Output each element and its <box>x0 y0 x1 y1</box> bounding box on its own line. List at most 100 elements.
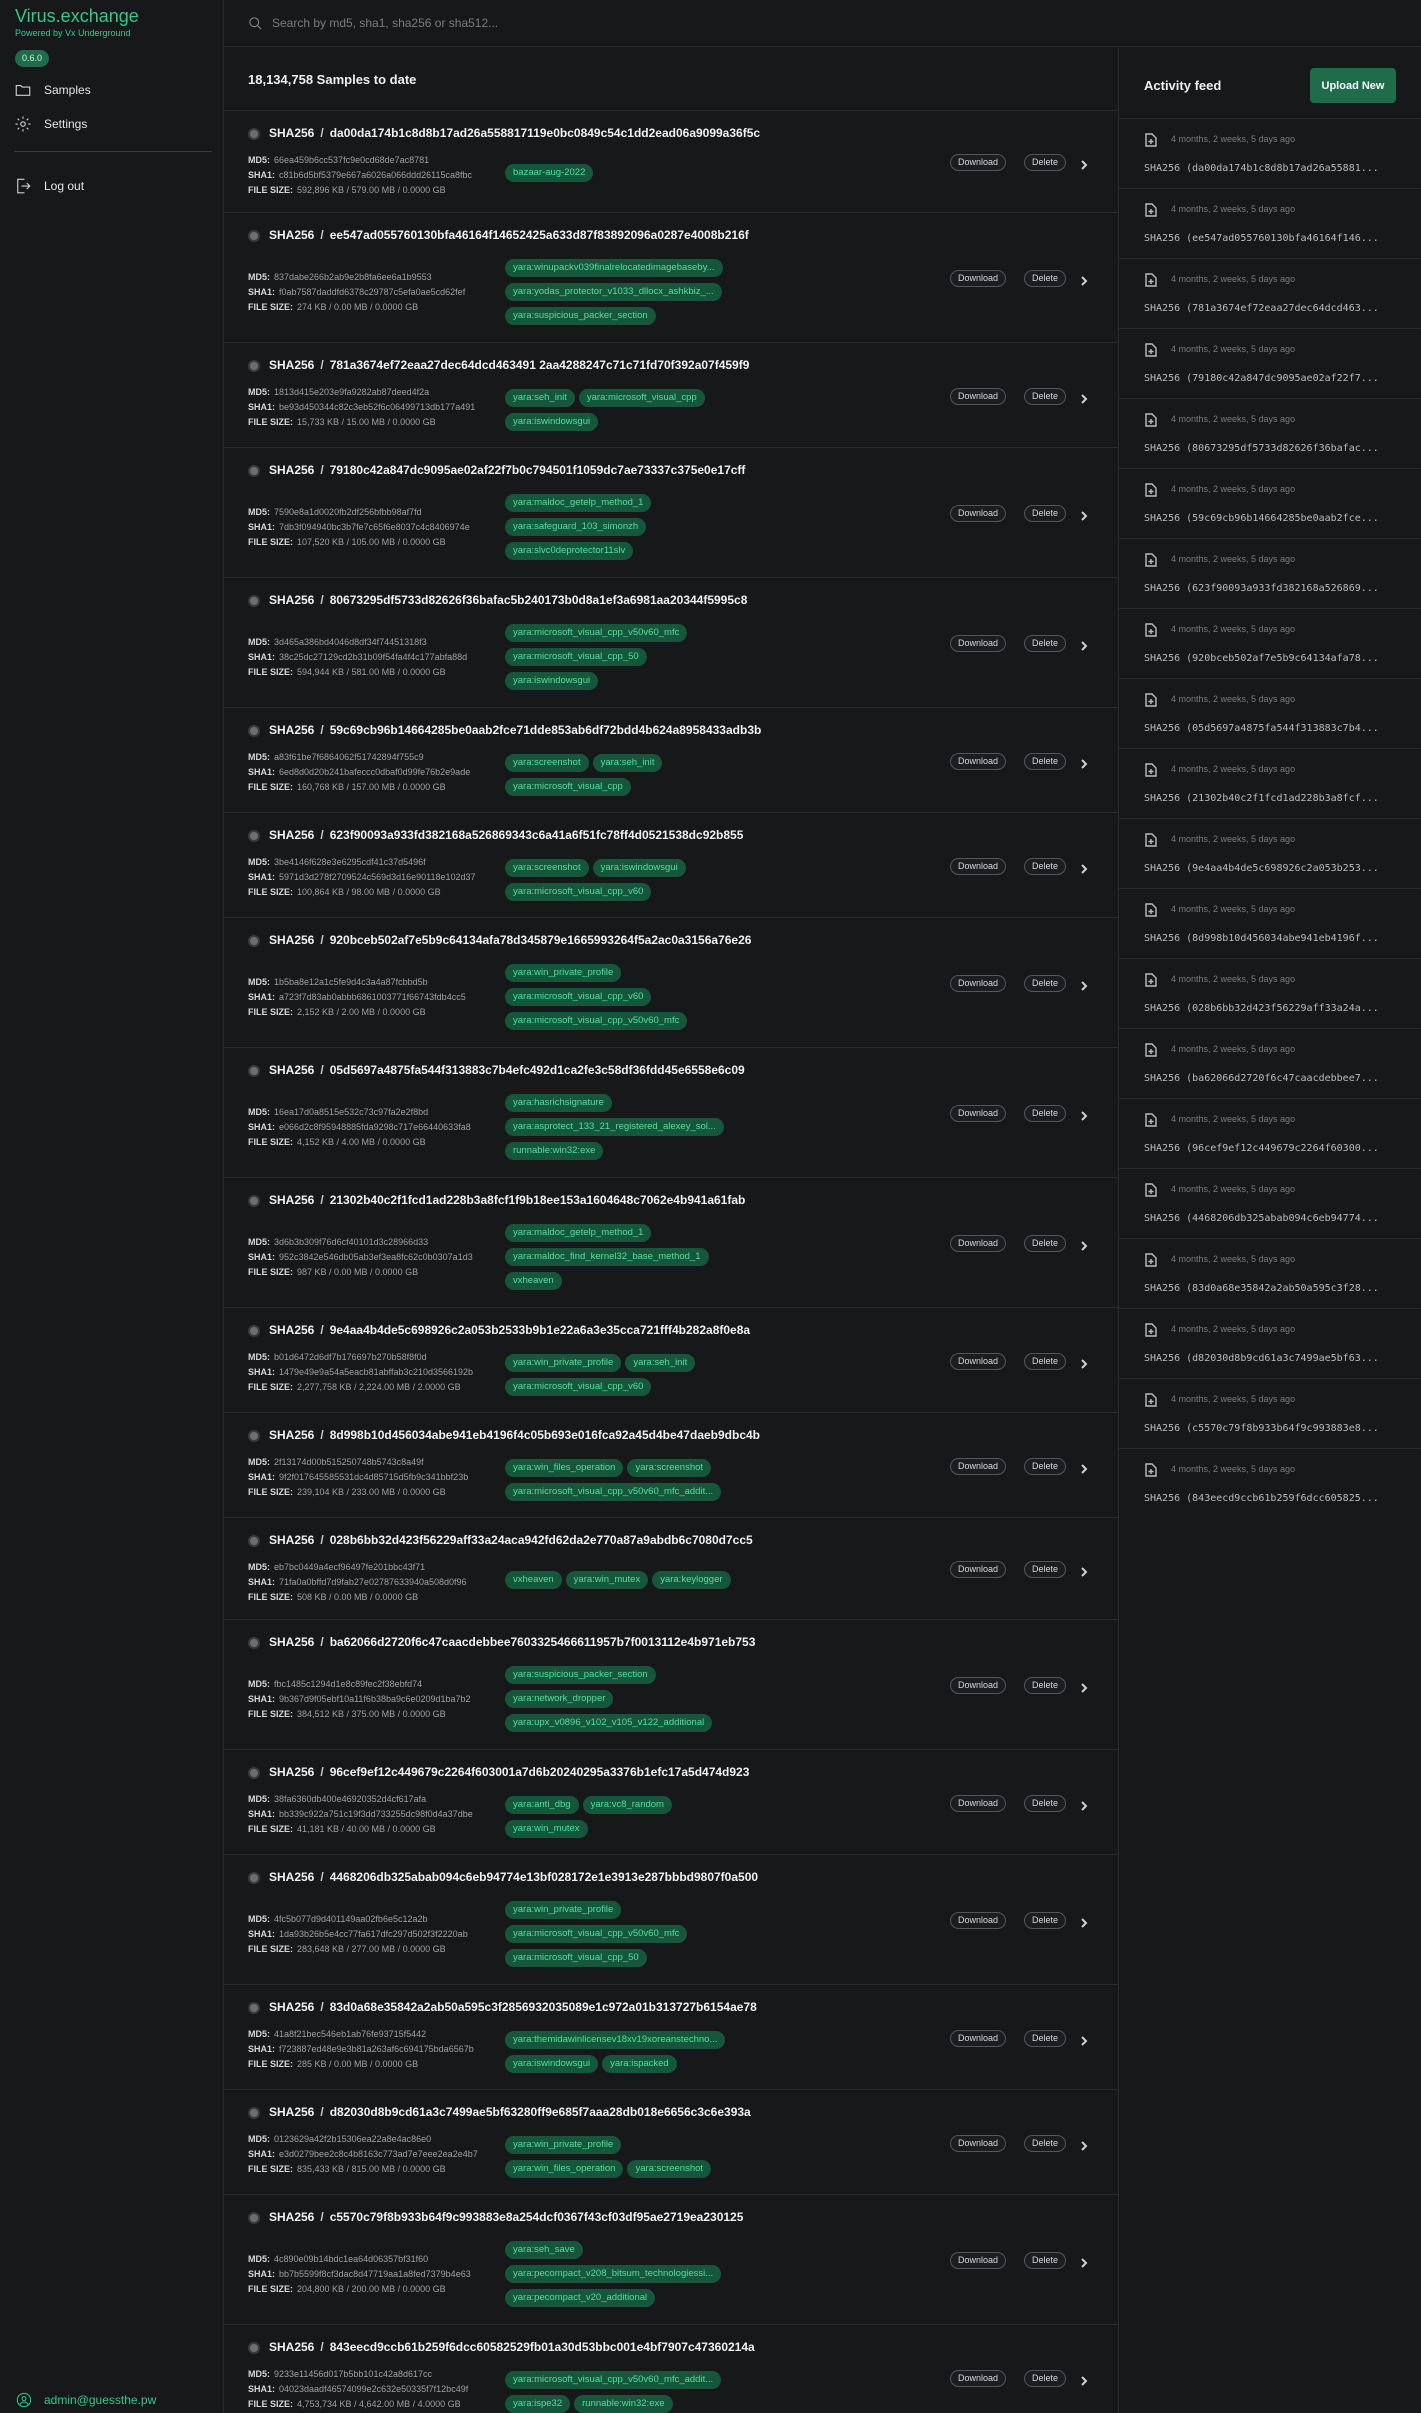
feed-hash[interactable]: SHA256 (21302b40c2f1fcd1ad228b3a8fcf... <box>1144 793 1379 804</box>
delete-button[interactable]: Delete <box>1024 975 1067 992</box>
download-button[interactable]: Download <box>950 858 1007 875</box>
chevron-right-icon[interactable] <box>1079 273 1089 286</box>
chevron-right-icon[interactable] <box>1079 2138 1089 2151</box>
tag-badge[interactable]: yara:keylogger <box>652 1571 731 1589</box>
feed-item[interactable]: 4 months, 2 weeks, 5 days ago SHA256 (9e4… <box>1119 818 1421 888</box>
tag-badge[interactable]: yara:maldoc_getelp_method_1 <box>505 1224 652 1242</box>
download-button[interactable]: Download <box>950 2252 1007 2269</box>
delete-button[interactable]: Delete <box>1024 1458 1067 1475</box>
tag-badge[interactable]: yara:microsoft_visual_cpp_v50v60_mfc <box>505 624 688 642</box>
tag-badge[interactable]: yara:win_files_operation <box>505 1459 624 1477</box>
sample-title[interactable]: SHA256 / 59c69cb96b14664285be0aab2fce71dde… <box>269 723 761 737</box>
tag-badge[interactable]: yara:microsoft_visual_cpp_v50v60_mfc <box>505 1012 688 1030</box>
sample-row[interactable]: SHA256 / 05d5697a4875fa544f313883c7b4efc49… <box>224 1047 1118 1177</box>
tag-badge[interactable]: bazaar-aug-2022 <box>505 164 594 182</box>
tag-badge[interactable]: yara:vc8_random <box>582 1796 672 1814</box>
sample-row[interactable]: SHA256 / d82030d8b9cd61a3c7499ae5bf63280ff… <box>224 2089 1118 2194</box>
download-button[interactable]: Download <box>950 1561 1007 1578</box>
tag-badge[interactable]: yara:slvc0deprotector11slv <box>505 542 634 560</box>
chevron-right-icon[interactable] <box>1079 756 1089 769</box>
feed-item[interactable]: 4 months, 2 weeks, 5 days ago SHA256 (623… <box>1119 538 1421 608</box>
tag-badge[interactable]: yara:iswindowsgui <box>505 413 599 431</box>
sample-title[interactable]: SHA256 / 843eecd9ccb61b259f6dcc60582529fb0… <box>269 2340 755 2354</box>
sample-title[interactable]: SHA256 / ee547ad055760130bfa46164f14652425… <box>269 228 749 242</box>
chevron-right-icon[interactable] <box>1079 2255 1089 2268</box>
delete-button[interactable]: Delete <box>1024 2252 1067 2269</box>
sample-title[interactable]: SHA256 / 83d0a68e35842a2ab50a595c3f2856932… <box>269 2000 757 2014</box>
sample-row[interactable]: SHA256 / da00da174b1c8d8b17ad26a558817119e… <box>224 110 1118 212</box>
tag-badge[interactable]: yara:win_mutex <box>505 1820 588 1838</box>
delete-button[interactable]: Delete <box>1024 2135 1067 2152</box>
download-button[interactable]: Download <box>950 2370 1007 2387</box>
chevron-right-icon[interactable] <box>1079 1238 1089 1251</box>
feed-hash[interactable]: SHA256 (83d0a68e35842a2ab50a595c3f28... <box>1144 1283 1379 1294</box>
tag-badge[interactable]: yara:microsoft_visual_cpp_50 <box>505 1949 647 1967</box>
tag-badge[interactable]: yara:hasrichsignature <box>505 1094 612 1112</box>
sample-row[interactable]: SHA256 / 8d998b10d456034abe941eb4196f4c05b… <box>224 1412 1118 1517</box>
delete-button[interactable]: Delete <box>1024 1353 1067 1370</box>
upload-new-button[interactable]: Upload New <box>1310 68 1396 103</box>
sample-row[interactable]: SHA256 / 79180c42a847dc9095ae02af22f7b0c79… <box>224 447 1118 577</box>
tag-badge[interactable]: yara:winupackv039finalrelocatedimagebase… <box>505 259 723 277</box>
feed-hash[interactable]: SHA256 (843eecd9ccb61b259f6dcc605825... <box>1144 1493 1379 1504</box>
delete-button[interactable]: Delete <box>1024 1235 1067 1252</box>
tag-badge[interactable]: yara:pecompact_v208_bitsum_technologiess… <box>505 2265 722 2283</box>
tag-badge[interactable]: vxheaven <box>505 1272 562 1290</box>
tag-badge[interactable]: yara:seh_save <box>505 2241 583 2259</box>
tag-badge[interactable]: yara:ispe32 <box>505 2395 571 2413</box>
delete-button[interactable]: Delete <box>1024 1105 1067 1122</box>
tag-badge[interactable]: yara:microsoft_visual_cpp_v60 <box>505 1378 652 1396</box>
tag-badge[interactable]: yara:microsoft_visual_cpp <box>578 389 705 407</box>
tag-badge[interactable]: yara:seh_init <box>505 389 575 407</box>
feed-item[interactable]: 4 months, 2 weeks, 5 days ago SHA256 (59c… <box>1119 468 1421 538</box>
sample-title[interactable]: SHA256 / 21302b40c2f1fcd1ad228b3a8fcf1f9b1… <box>269 1193 745 1207</box>
download-button[interactable]: Download <box>950 505 1007 522</box>
feed-hash[interactable]: SHA256 (920bceb502af7e5b9c64134afa78... <box>1144 653 1379 664</box>
feed-hash[interactable]: SHA256 (59c69cb96b14664285be0aab2fce... <box>1144 513 1379 524</box>
chevron-right-icon[interactable] <box>1079 508 1089 521</box>
sample-row[interactable]: SHA256 / 80673295df5733d82626f36bafac5b240… <box>224 577 1118 707</box>
tag-badge[interactable]: yara:screenshot <box>505 754 589 772</box>
delete-button[interactable]: Delete <box>1024 1677 1067 1694</box>
download-button[interactable]: Download <box>950 388 1007 405</box>
feed-item[interactable]: 4 months, 2 weeks, 5 days ago SHA256 (da0… <box>1119 118 1421 188</box>
download-button[interactable]: Download <box>950 1235 1007 1252</box>
download-button[interactable]: Download <box>950 270 1007 287</box>
download-button[interactable]: Download <box>950 2030 1007 2047</box>
delete-button[interactable]: Delete <box>1024 388 1067 405</box>
feed-item[interactable]: 4 months, 2 weeks, 5 days ago SHA256 (83d… <box>1119 1238 1421 1308</box>
tag-badge[interactable]: yara:win_files_operation <box>505 2160 624 2178</box>
sample-title[interactable]: SHA256 / 79180c42a847dc9095ae02af22f7b0c79… <box>269 463 745 477</box>
feed-hash[interactable]: SHA256 (ee547ad055760130bfa46164f146... <box>1144 233 1379 244</box>
sample-title[interactable]: SHA256 / ba62066d2720f6c47caacdebbee760332… <box>269 1635 755 1649</box>
nav-settings[interactable]: Settings <box>14 112 87 136</box>
download-button[interactable]: Download <box>950 1458 1007 1475</box>
sample-title[interactable]: SHA256 / d82030d8b9cd61a3c7499ae5bf63280ff… <box>269 2105 751 2119</box>
sample-title[interactable]: SHA256 / 623f90093a933fd382168a526869343c6… <box>269 828 743 842</box>
tag-badge[interactable]: yara:upx_v0896_v102_v105_v122_additional <box>505 1714 713 1732</box>
delete-button[interactable]: Delete <box>1024 2370 1067 2387</box>
feed-hash[interactable]: SHA256 (da00da174b1c8d8b17ad26a55881... <box>1144 163 1379 174</box>
feed-item[interactable]: 4 months, 2 weeks, 5 days ago SHA256 (028… <box>1119 958 1421 1028</box>
sample-row[interactable]: SHA256 / 21302b40c2f1fcd1ad228b3a8fcf1f9b1… <box>224 1177 1118 1307</box>
tag-badge[interactable]: runnable:win32:exe <box>574 2395 673 2413</box>
sample-title[interactable]: SHA256 / 8d998b10d456034abe941eb4196f4c05b… <box>269 1428 760 1442</box>
tag-badge[interactable]: yara:themidawinlicensev18xv19xoreanstech… <box>505 2031 726 2049</box>
feed-hash[interactable]: SHA256 (05d5697a4875fa544f313883c7b4... <box>1144 723 1379 734</box>
sample-row[interactable]: SHA256 / 4468206db325abab094c6eb94774e13bf… <box>224 1854 1118 1984</box>
delete-button[interactable]: Delete <box>1024 1795 1067 1812</box>
sample-row[interactable]: SHA256 / 028b6bb32d423f56229aff33a24aca942… <box>224 1517 1118 1619</box>
tag-badge[interactable]: yara:microsoft_visual_cpp_v60 <box>505 988 652 1006</box>
tag-badge[interactable]: yara:win_private_profile <box>505 1354 622 1372</box>
chevron-right-icon[interactable] <box>1079 1915 1089 1928</box>
chevron-right-icon[interactable] <box>1079 1564 1089 1577</box>
download-button[interactable]: Download <box>950 154 1007 171</box>
feed-hash[interactable]: SHA256 (c5570c79f8b933b64f9c993883e8... <box>1144 1423 1379 1434</box>
tag-badge[interactable]: yara:seh_init <box>625 1354 696 1372</box>
chevron-right-icon[interactable] <box>1079 2033 1089 2046</box>
sample-title[interactable]: SHA256 / 05d5697a4875fa544f313883c7b4efc49… <box>269 1063 745 1077</box>
delete-button[interactable]: Delete <box>1024 505 1067 522</box>
tag-badge[interactable]: yara:win_private_profile <box>505 964 622 982</box>
brand-logo[interactable]: Virus.exchange <box>15 6 139 26</box>
tag-badge[interactable]: yara:microsoft_visual_cpp_v50v60_mfc <box>505 1925 688 1943</box>
